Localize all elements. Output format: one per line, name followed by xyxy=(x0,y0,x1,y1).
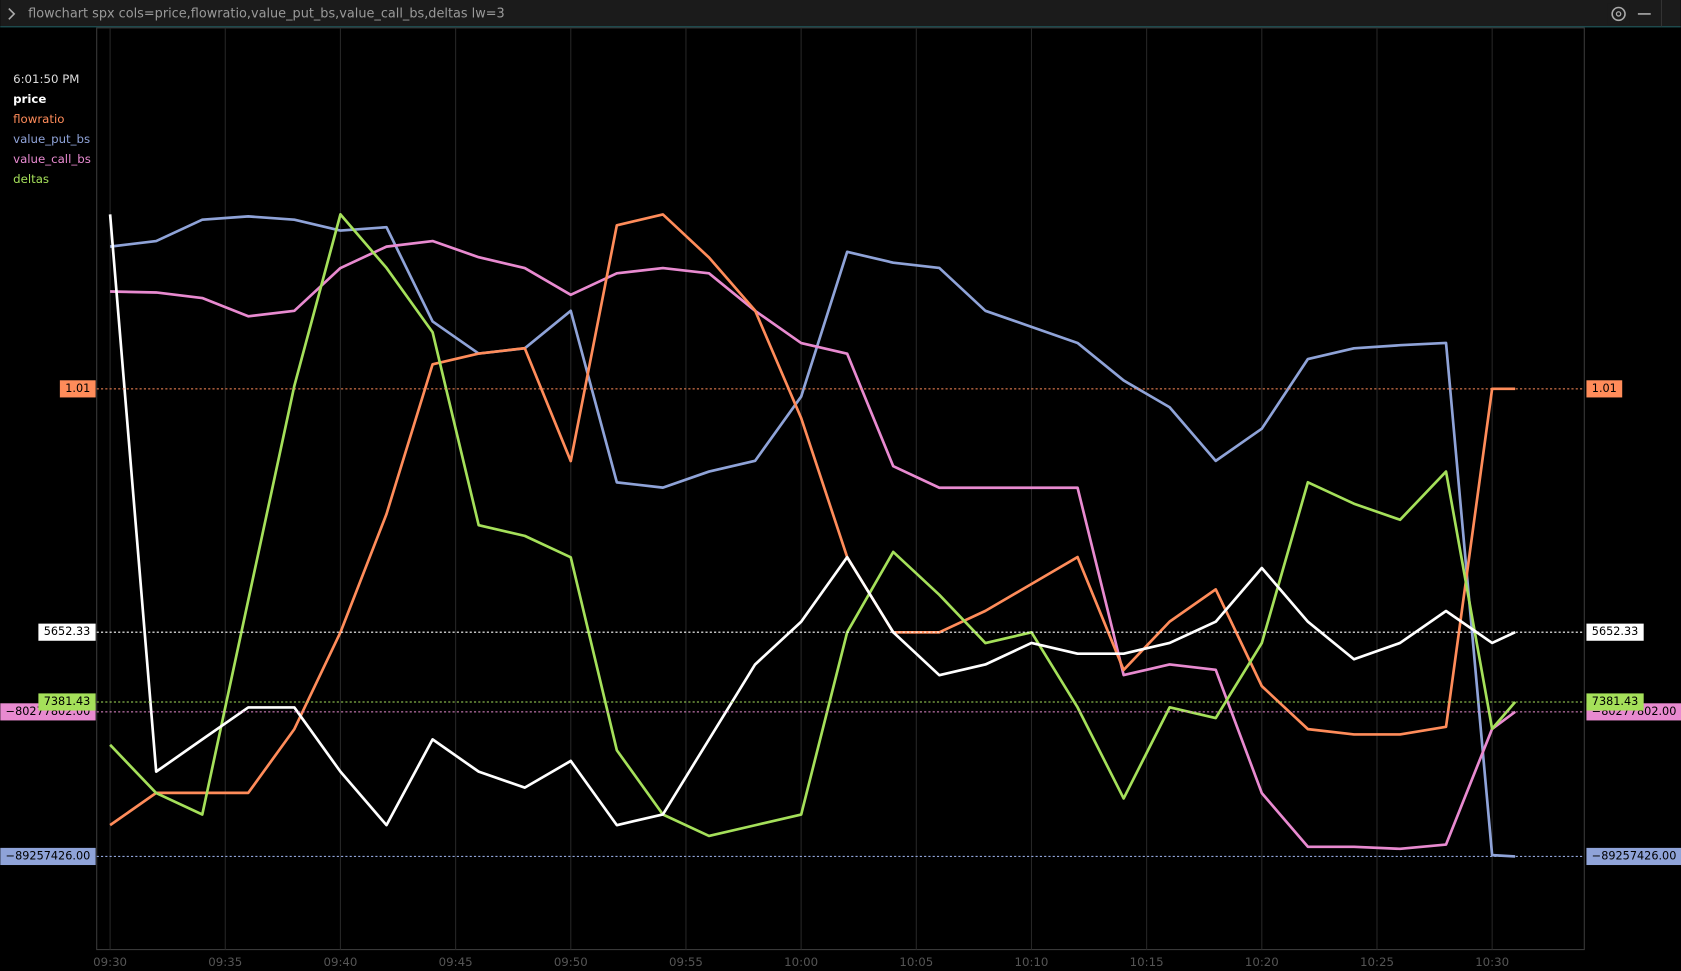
x-tick-label: 09:30 xyxy=(93,955,127,969)
last-value-label: 1.01 xyxy=(1592,382,1617,395)
last-value-box xyxy=(1586,623,1644,641)
x-tick-label: 10:00 xyxy=(784,955,818,969)
legend-entry: deltas xyxy=(13,172,49,186)
prompt-icon xyxy=(8,8,16,20)
last-value-box xyxy=(38,623,96,641)
x-tick-label: 09:50 xyxy=(554,955,588,969)
last-value-box xyxy=(59,380,96,398)
series-line xyxy=(108,214,1516,827)
lines xyxy=(108,213,1517,858)
x-tick-label: 10:10 xyxy=(1015,955,1049,969)
last-value-label: 5652.33 xyxy=(44,625,91,638)
x-tick-label: 10:05 xyxy=(899,955,933,969)
x-tick-label: 09:40 xyxy=(323,955,357,969)
series-line xyxy=(109,213,1517,838)
last-value-label: 7381.43 xyxy=(44,695,91,708)
legend-entry: flowratio xyxy=(13,112,64,126)
grid: 09:30 09:35 09:40 09:45 09:50 09:55 10:00 10:05… xyxy=(93,27,1509,969)
legend-time: 6:01:50 PM xyxy=(13,72,79,86)
last-value-box xyxy=(1586,380,1623,398)
x-tick-label: 10:20 xyxy=(1245,955,1279,969)
value-labels: 5652.33 5652.33 1.01 1.01 −89257426.00 −89257… xyxy=(0,380,1681,866)
last-value-label: −89257426.00 xyxy=(1592,849,1677,862)
series-line xyxy=(109,213,1516,827)
x-tick-label: 09:45 xyxy=(439,955,473,969)
last-value-label: −89257426.00 xyxy=(6,849,91,862)
x-tick-label: 09:35 xyxy=(208,955,242,969)
legend: price flowratio value_put_bs value_call_bsd… xyxy=(13,92,91,186)
x-tick-label: 10:30 xyxy=(1475,955,1509,969)
settings-button[interactable] xyxy=(1607,3,1630,25)
last-value-box xyxy=(38,693,96,711)
x-tick-label: 09:55 xyxy=(669,955,703,969)
legend-entry: value_call_bs xyxy=(13,152,91,166)
legend-entry: value_put_bs xyxy=(13,132,90,146)
x-tick-label: 10:25 xyxy=(1360,955,1394,969)
last-value-label: 5652.33 xyxy=(1592,625,1639,638)
last-value-box xyxy=(0,847,96,866)
last-value-label: 7381.43 xyxy=(1592,695,1639,708)
command-title: flowchart spx cols=price,flowratio,value… xyxy=(28,6,505,21)
last-value-box xyxy=(1586,847,1681,866)
series-line xyxy=(109,215,1516,858)
plot-area xyxy=(96,27,1585,951)
last-value-box xyxy=(1586,693,1644,711)
legend-entry: price xyxy=(13,92,46,106)
last-value-label: 1.01 xyxy=(65,382,90,395)
x-tick-label: 10:15 xyxy=(1130,955,1164,969)
title-bar xyxy=(0,0,1681,27)
series-line xyxy=(110,239,1516,851)
